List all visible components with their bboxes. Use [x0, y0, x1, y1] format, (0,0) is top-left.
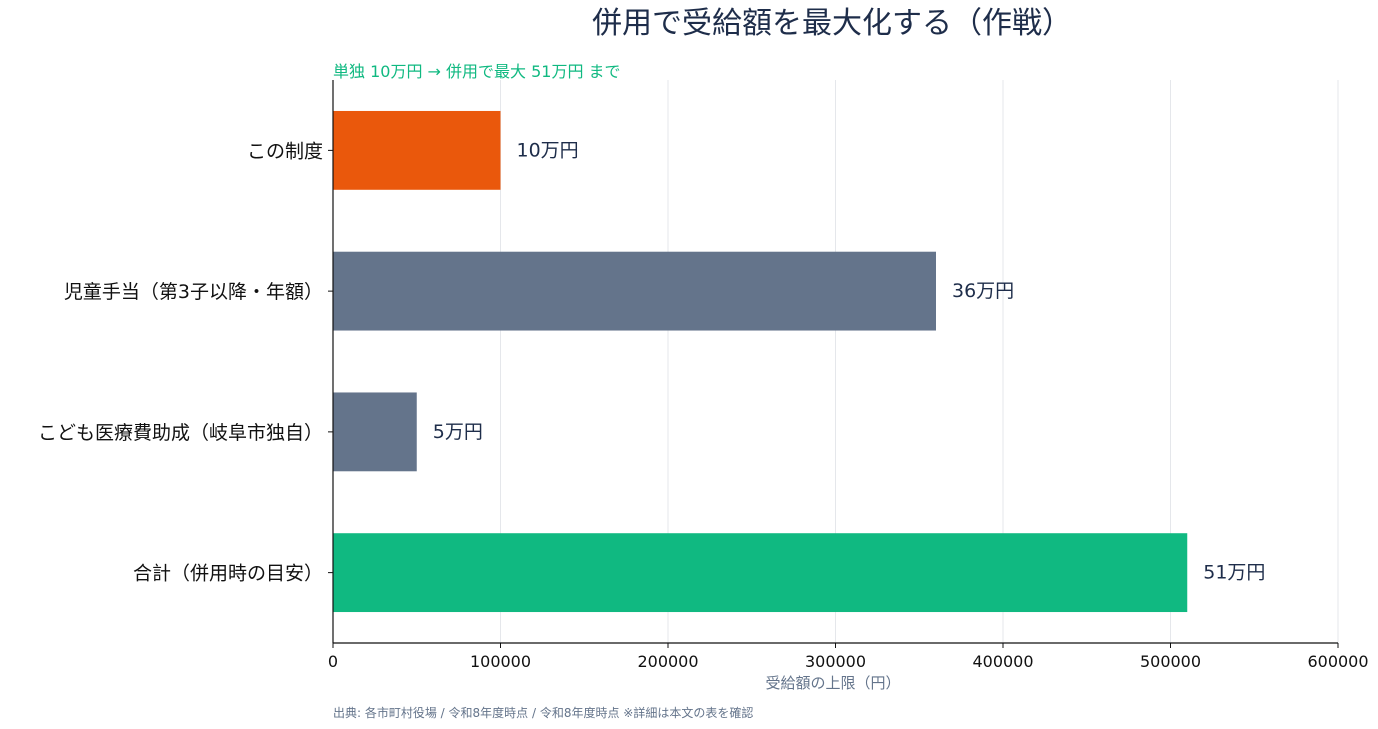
category-label: 合計（併用時の目安）	[133, 563, 323, 585]
chart-title: 併用で受給額を最大化する（作戦）	[592, 6, 1072, 41]
x-tick-label: 500000	[1140, 652, 1201, 671]
bar	[333, 110, 501, 190]
x-axis-title: 受給額の上限（円）	[765, 674, 900, 692]
category-label: 児童手当（第3子以降・年額）	[64, 281, 323, 303]
category-label: こども医療費助成（岐阜市独自）	[38, 422, 323, 444]
bar	[333, 251, 936, 331]
x-tick-label: 300000	[805, 652, 866, 671]
source-note: 出典: 各市町村役場 / 令和8年度時点 / 令和8年度時点 ※詳細は本文の表を…	[333, 705, 753, 720]
x-tick-label: 600000	[1307, 652, 1368, 671]
category-label: この制度	[247, 140, 323, 162]
chart-subtitle: 単独 10万円 → 併用で最大 51万円 まで	[333, 62, 621, 81]
x-tick-label: 400000	[972, 652, 1033, 671]
value-label: 51万円	[1203, 562, 1265, 584]
x-tick-label: 0	[328, 652, 338, 671]
value-label: 5万円	[433, 421, 483, 443]
x-tick-label: 200000	[637, 652, 698, 671]
bar	[333, 392, 417, 472]
axes: 0 100000 200000 300000 400000 500000 600000 この制…	[38, 80, 1369, 671]
bars: 10万円 36万円 5万円 51万円	[333, 110, 1265, 613]
value-label: 36万円	[952, 280, 1014, 302]
value-label: 10万円	[517, 139, 579, 161]
bar	[333, 533, 1188, 613]
x-tick-label: 100000	[470, 652, 531, 671]
